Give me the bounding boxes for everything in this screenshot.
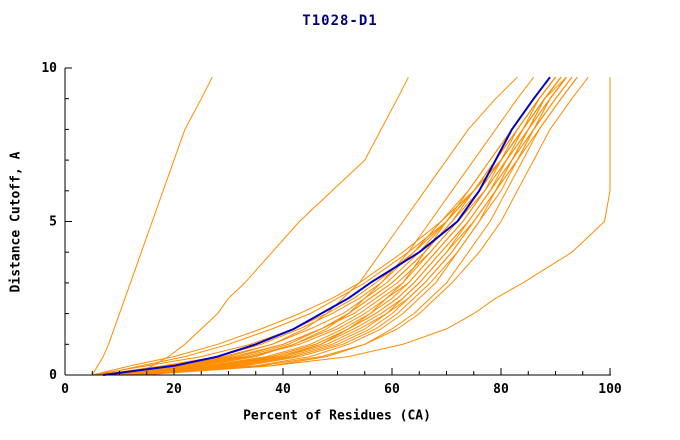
series-line-22 bbox=[130, 77, 611, 376]
x-tick-label: 40 bbox=[275, 382, 291, 397]
series-line-17 bbox=[141, 76, 578, 376]
y-axis-title: Distance Cutoff, A bbox=[8, 151, 24, 293]
series-line-19 bbox=[108, 76, 556, 376]
series-line-26 bbox=[119, 76, 578, 376]
x-tick-label: 0 bbox=[61, 382, 69, 397]
series-line-10 bbox=[108, 76, 562, 376]
series-line-23 bbox=[103, 76, 567, 376]
x-tick-label: 20 bbox=[166, 382, 182, 397]
x-tick-label: 80 bbox=[493, 382, 509, 397]
series-line-16 bbox=[119, 76, 567, 376]
series-line-07 bbox=[113, 76, 562, 376]
x-tick-label: 100 bbox=[598, 382, 622, 397]
series-line-01 bbox=[91, 76, 213, 376]
x-axis-title: Percent of Residues (CA) bbox=[243, 408, 431, 424]
y-tick-label: 10 bbox=[41, 61, 57, 76]
series-line-28 bbox=[103, 76, 551, 376]
series-line-21 bbox=[135, 76, 589, 376]
series-line-14 bbox=[130, 76, 567, 376]
y-tick-label: 0 bbox=[49, 368, 57, 383]
series-line-11 bbox=[135, 76, 573, 376]
series-line-27 bbox=[92, 76, 567, 376]
chart-title: T1028-D1 bbox=[302, 13, 378, 29]
series-line-18 bbox=[97, 76, 556, 376]
series-line-12 bbox=[92, 76, 551, 376]
series-line-02 bbox=[130, 76, 409, 376]
series-line-15 bbox=[103, 76, 562, 376]
x-tick-label: 60 bbox=[384, 382, 400, 397]
y-tick-label: 5 bbox=[49, 215, 57, 230]
series-line-24 bbox=[113, 76, 573, 376]
series-line-20 bbox=[124, 76, 562, 376]
